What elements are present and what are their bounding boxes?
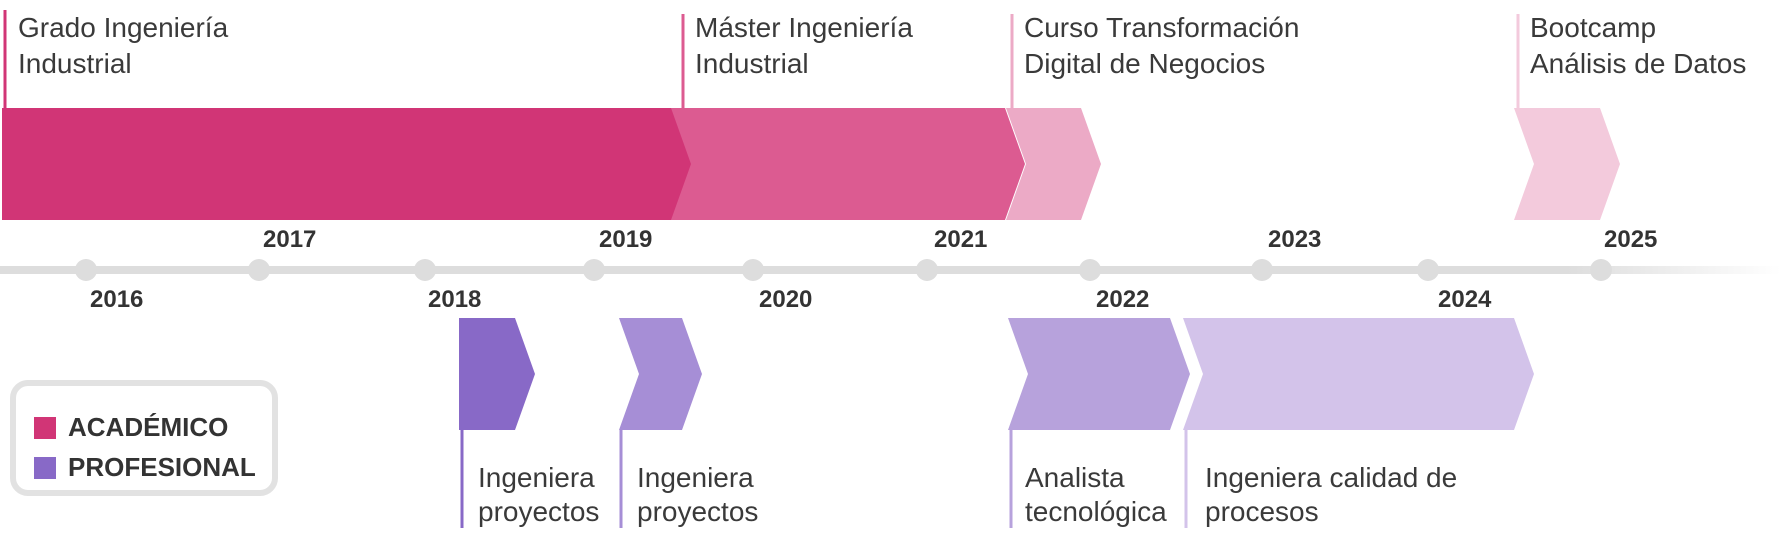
professional-bar-1 — [459, 318, 535, 430]
legend: ACADÉMICO PROFESIONAL — [10, 380, 278, 496]
professional-label-2-line1: Ingeniera — [637, 462, 754, 493]
academic-bar-2 — [671, 108, 1025, 220]
professional-bar-4 — [1183, 318, 1534, 430]
academic-connector-2 — [681, 14, 685, 108]
year-label-2025: 2025 — [1604, 226, 1658, 253]
year-label-2017: 2017 — [263, 226, 317, 253]
year-dot-2017 — [248, 259, 270, 281]
year-label-2019: 2019 — [599, 226, 653, 253]
academic-connector-1 — [3, 10, 7, 108]
academic-label-4-line1: Bootcamp — [1530, 12, 1657, 43]
academic-label-3-line1: Curso Transformación — [1024, 12, 1300, 43]
legend-item-professional: PROFESIONAL — [34, 452, 256, 483]
professional-connector-3 — [1009, 430, 1013, 528]
year-dot-2023 — [1251, 259, 1273, 281]
academic-label-4-line2: Análisis de Datos — [1530, 48, 1747, 79]
professional-connector-1 — [460, 430, 464, 528]
timeline-axis — [0, 266, 1781, 274]
academic-label-2-line1: Máster Ingeniería — [695, 12, 913, 43]
legend-label-academic: ACADÉMICO — [68, 412, 229, 442]
professional-label-4-line1: Ingeniera calidad de — [1205, 462, 1458, 493]
year-label-2021: 2021 — [934, 226, 988, 253]
academic-bar-1 — [2, 108, 698, 220]
year-dot-2021 — [916, 259, 938, 281]
legend-swatch-professional — [34, 456, 56, 479]
year-label-2020: 2020 — [759, 286, 813, 313]
year-dot-2024 — [1417, 259, 1439, 281]
professional-label-1-line2: proyectos — [478, 496, 600, 527]
legend-label-professional: PROFESIONAL — [68, 452, 256, 482]
year-label-2024: 2024 — [1438, 286, 1492, 313]
year-label-2023: 2023 — [1268, 226, 1322, 253]
professional-connector-2 — [619, 430, 623, 528]
year-label-2022: 2022 — [1096, 286, 1150, 313]
year-dot-2025 — [1590, 259, 1612, 281]
professional-label-1-line1: Ingeniera — [478, 462, 595, 493]
academic-connector-3 — [1010, 14, 1014, 108]
year-label-2018: 2018 — [428, 286, 482, 313]
academic-connector-4 — [1516, 14, 1520, 108]
professional-label-3-line1: Analista — [1025, 462, 1125, 493]
professional-label-2-line2: proyectos — [637, 496, 759, 527]
academic-bar-4 — [1514, 108, 1620, 220]
academic-label-1-line1: Grado Ingeniería — [18, 12, 229, 43]
year-dot-2018 — [414, 259, 436, 281]
year-dot-2019 — [583, 259, 605, 281]
year-dot-2016 — [75, 259, 97, 281]
year-dot-2022 — [1079, 259, 1101, 281]
legend-item-academic: ACADÉMICO — [34, 412, 228, 443]
academic-label-1-line2: Industrial — [18, 48, 132, 79]
professional-bar-3 — [1008, 318, 1190, 430]
professional-label-4-line2: procesos — [1205, 496, 1319, 527]
academic-bar-3 — [1006, 108, 1101, 220]
professional-label-3-line2: tecnológica — [1025, 496, 1167, 527]
professional-bar-2 — [619, 318, 702, 430]
year-label-2016: 2016 — [90, 286, 144, 313]
year-dot-2020 — [742, 259, 764, 281]
professional-connector-4 — [1184, 430, 1188, 528]
academic-label-2-line2: Industrial — [695, 48, 809, 79]
academic-label-3-line2: Digital de Negocios — [1024, 48, 1266, 79]
legend-swatch-academic — [34, 416, 56, 439]
